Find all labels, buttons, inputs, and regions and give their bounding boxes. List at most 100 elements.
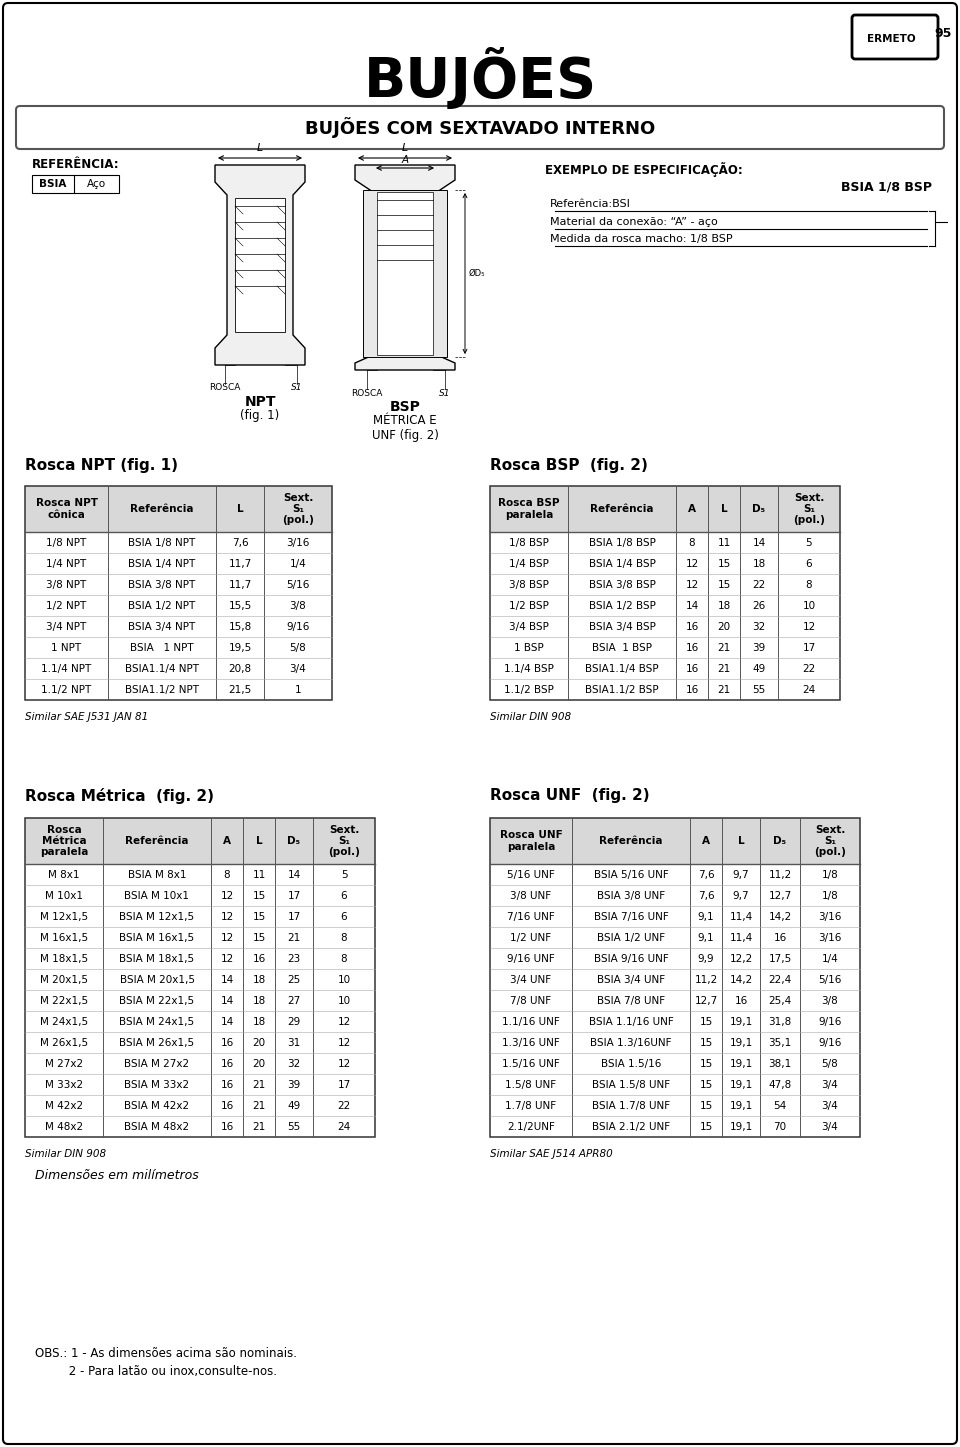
Text: 20: 20 <box>252 1037 266 1048</box>
Text: BSIA M 10x1: BSIA M 10x1 <box>125 891 189 900</box>
Text: Referência: Referência <box>599 836 662 846</box>
Text: 10: 10 <box>337 975 350 985</box>
Text: 5/8: 5/8 <box>290 642 306 653</box>
Text: 12,7: 12,7 <box>694 996 718 1006</box>
FancyBboxPatch shape <box>3 3 957 1444</box>
Text: 16: 16 <box>685 622 699 632</box>
Text: 1.3/16 UNF: 1.3/16 UNF <box>502 1037 560 1048</box>
Text: BUJÕES: BUJÕES <box>364 46 596 109</box>
Text: 19,1: 19,1 <box>730 1017 753 1027</box>
FancyBboxPatch shape <box>16 106 944 149</box>
Text: 10: 10 <box>337 996 350 1006</box>
Text: 12: 12 <box>221 933 233 942</box>
Text: 12,2: 12,2 <box>730 954 753 964</box>
Text: BSIA 3/8 BSP: BSIA 3/8 BSP <box>588 580 656 590</box>
Text: 5/16 UNF: 5/16 UNF <box>507 870 555 880</box>
Text: 19,1: 19,1 <box>730 1037 753 1048</box>
Text: 1.1/2 BSP: 1.1/2 BSP <box>504 684 554 695</box>
Text: 29: 29 <box>287 1017 300 1027</box>
Text: BSIA 1/4 NPT: BSIA 1/4 NPT <box>129 559 196 569</box>
Text: 35,1: 35,1 <box>768 1037 792 1048</box>
Text: BSIA 7/8 UNF: BSIA 7/8 UNF <box>597 996 665 1006</box>
Text: 5: 5 <box>805 538 812 548</box>
Text: 23: 23 <box>287 954 300 964</box>
Text: 15,8: 15,8 <box>228 622 252 632</box>
Text: 21,5: 21,5 <box>228 684 252 695</box>
Text: 3/4 UNF: 3/4 UNF <box>511 975 552 985</box>
Text: Similar SAE J531 JAN 81: Similar SAE J531 JAN 81 <box>25 712 148 722</box>
Text: M 42x2: M 42x2 <box>45 1101 84 1111</box>
Text: 22: 22 <box>753 580 766 590</box>
Text: Referência: Referência <box>131 504 194 514</box>
Text: M 22x1,5: M 22x1,5 <box>40 996 88 1006</box>
Text: BSIA 3/4 NPT: BSIA 3/4 NPT <box>129 622 196 632</box>
Text: 32: 32 <box>287 1059 300 1069</box>
Text: M 16x1,5: M 16x1,5 <box>40 933 88 942</box>
Text: Material da conexão: “A” - aço: Material da conexão: “A” - aço <box>550 217 718 227</box>
Text: BSIA M 48x2: BSIA M 48x2 <box>125 1121 189 1132</box>
Text: Rosca BSP  (fig. 2): Rosca BSP (fig. 2) <box>490 459 648 473</box>
Text: 1/8 BSP: 1/8 BSP <box>509 538 549 548</box>
Text: 9/16: 9/16 <box>818 1037 842 1048</box>
Text: D₅: D₅ <box>774 836 786 846</box>
Text: BSIA M 16x1,5: BSIA M 16x1,5 <box>119 933 195 942</box>
Text: 19,1: 19,1 <box>730 1121 753 1132</box>
Text: 3/8: 3/8 <box>290 601 306 611</box>
Bar <box>25 486 332 532</box>
Text: 11,4: 11,4 <box>730 912 753 922</box>
Text: 12: 12 <box>221 954 233 964</box>
Text: 9/16: 9/16 <box>818 1017 842 1027</box>
Polygon shape <box>215 165 305 365</box>
Text: 1: 1 <box>295 684 301 695</box>
Text: 31: 31 <box>287 1037 300 1048</box>
Text: BSIA 1/2 NPT: BSIA 1/2 NPT <box>129 601 196 611</box>
Text: BSIA M 12x1,5: BSIA M 12x1,5 <box>119 912 195 922</box>
Text: 15: 15 <box>252 912 266 922</box>
Text: Sext.
S₁
(pol.): Sext. S₁ (pol.) <box>814 825 846 857</box>
Text: 1/4: 1/4 <box>290 559 306 569</box>
Text: L: L <box>737 836 744 846</box>
Text: MÉTRICA E: MÉTRICA E <box>373 414 437 427</box>
Text: 11,7: 11,7 <box>228 559 252 569</box>
Text: Similar SAE J514 APR80: Similar SAE J514 APR80 <box>490 1149 612 1159</box>
Text: 1.1/16 UNF: 1.1/16 UNF <box>502 1017 560 1027</box>
Text: BSIA1.1/2 BSP: BSIA1.1/2 BSP <box>586 684 659 695</box>
Text: 22: 22 <box>337 1101 350 1111</box>
Text: Sext.
S₁
(pol.): Sext. S₁ (pol.) <box>328 825 360 857</box>
Text: 1 BSP: 1 BSP <box>515 642 544 653</box>
Text: ROSCA: ROSCA <box>351 388 383 398</box>
Text: 1.1/2 NPT: 1.1/2 NPT <box>41 684 91 695</box>
Text: UNF (fig. 2): UNF (fig. 2) <box>372 428 439 441</box>
Text: 17: 17 <box>287 912 300 922</box>
Text: 16: 16 <box>685 664 699 674</box>
Text: 12: 12 <box>221 912 233 922</box>
Polygon shape <box>355 165 455 370</box>
Text: 17,5: 17,5 <box>768 954 792 964</box>
Text: M 33x2: M 33x2 <box>45 1079 84 1090</box>
Text: Similar DIN 908: Similar DIN 908 <box>25 1149 107 1159</box>
Text: 20: 20 <box>252 1059 266 1069</box>
Text: 21: 21 <box>717 642 731 653</box>
Text: 17: 17 <box>287 891 300 900</box>
Text: 24: 24 <box>803 684 816 695</box>
Text: 7,6: 7,6 <box>231 538 249 548</box>
Text: 38,1: 38,1 <box>768 1059 792 1069</box>
Text: Medida da rosca macho: 1/8 BSP: Medida da rosca macho: 1/8 BSP <box>550 234 732 245</box>
Text: 16: 16 <box>221 1101 233 1111</box>
Text: 39: 39 <box>753 642 766 653</box>
Text: BSIA M 24x1,5: BSIA M 24x1,5 <box>119 1017 195 1027</box>
Text: Referência: Referência <box>590 504 654 514</box>
Text: BSIA 1.7/8 UNF: BSIA 1.7/8 UNF <box>592 1101 670 1111</box>
Text: 1/4 NPT: 1/4 NPT <box>46 559 86 569</box>
Text: BSIA 3/4 UNF: BSIA 3/4 UNF <box>597 975 665 985</box>
Text: 15: 15 <box>252 933 266 942</box>
Text: 24: 24 <box>337 1121 350 1132</box>
Text: 7/16 UNF: 7/16 UNF <box>507 912 555 922</box>
Text: 31,8: 31,8 <box>768 1017 792 1027</box>
Text: 1/4: 1/4 <box>822 954 838 964</box>
Text: 15: 15 <box>700 1121 712 1132</box>
Text: 2.1/2UNF: 2.1/2UNF <box>507 1121 555 1132</box>
Text: 14: 14 <box>221 975 233 985</box>
Text: M 20x1,5: M 20x1,5 <box>40 975 88 985</box>
Text: Rosca Métrica  (fig. 2): Rosca Métrica (fig. 2) <box>25 789 214 805</box>
